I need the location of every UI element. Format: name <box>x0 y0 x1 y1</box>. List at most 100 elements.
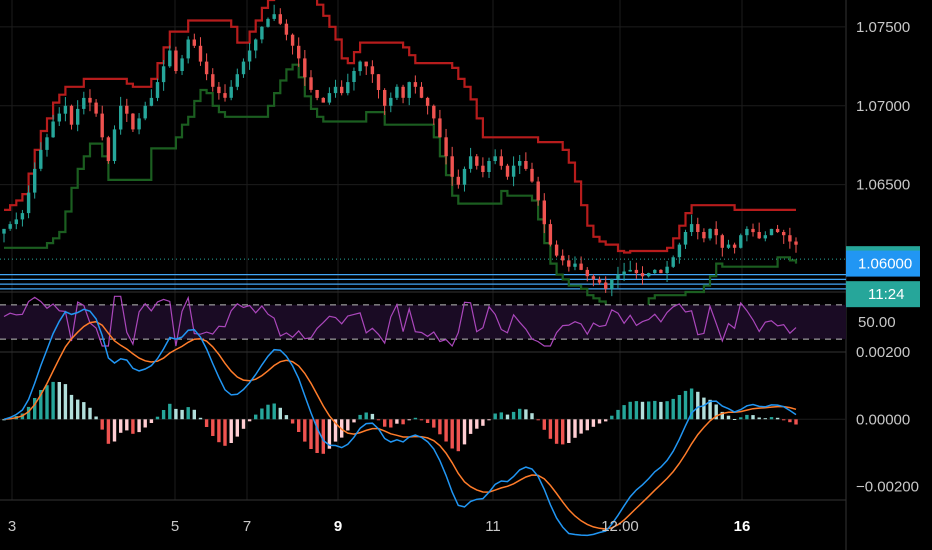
candle-body[interactable] <box>573 263 577 267</box>
candle-body[interactable] <box>720 235 724 248</box>
candle-body[interactable] <box>309 77 313 90</box>
candle-body[interactable] <box>192 39 196 46</box>
candle-body[interactable] <box>671 257 675 267</box>
candle-body[interactable] <box>383 90 387 106</box>
candle-body[interactable] <box>327 93 332 103</box>
candle-body[interactable] <box>726 244 731 248</box>
candle-body[interactable] <box>739 235 743 248</box>
candle-body[interactable] <box>579 263 583 270</box>
candle-body[interactable] <box>689 224 694 232</box>
candle-body[interactable] <box>39 149 43 169</box>
candle-body[interactable] <box>616 274 620 280</box>
candle-body[interactable] <box>51 121 55 138</box>
rsi-panel[interactable] <box>0 295 846 348</box>
candle-body[interactable] <box>677 244 682 258</box>
candle-body[interactable] <box>125 105 129 114</box>
candle-body[interactable] <box>100 113 104 138</box>
candle-body[interactable] <box>432 105 436 119</box>
candle-body[interactable] <box>622 271 626 275</box>
candle-body[interactable] <box>358 61 362 72</box>
candle-body[interactable] <box>370 66 375 75</box>
candle-body[interactable] <box>604 282 608 289</box>
candle-body[interactable] <box>266 18 270 27</box>
candle-body[interactable] <box>659 269 663 274</box>
candle-body[interactable] <box>610 279 614 289</box>
candle-body[interactable] <box>438 118 442 138</box>
candle-body[interactable] <box>425 97 430 106</box>
candle-body[interactable] <box>161 66 166 83</box>
candle-body[interactable] <box>665 266 669 273</box>
bottom-time-axis[interactable]: 3 5 7 9 11 12:00 16 <box>8 518 751 535</box>
candle-body[interactable] <box>628 269 632 272</box>
candle-body[interactable] <box>278 14 282 24</box>
candle-body[interactable] <box>174 50 178 72</box>
candle-body[interactable] <box>333 86 338 94</box>
candle-body[interactable] <box>751 228 755 233</box>
candle-body[interactable] <box>315 90 319 98</box>
candle-body[interactable] <box>63 105 68 114</box>
candle-body[interactable] <box>155 82 160 98</box>
candle-body[interactable] <box>597 279 602 283</box>
candle-body[interactable] <box>554 244 559 256</box>
candle-body[interactable] <box>505 165 510 177</box>
candle-body[interactable] <box>57 113 61 122</box>
candle-body[interactable] <box>272 14 276 19</box>
candle-body[interactable] <box>204 61 209 75</box>
candle-body[interactable] <box>254 39 258 51</box>
candle-body[interactable] <box>247 50 252 62</box>
candle-body[interactable] <box>69 105 74 125</box>
candle-body[interactable] <box>499 156 503 166</box>
candle-body[interactable] <box>26 192 31 214</box>
candle-body[interactable] <box>518 161 522 166</box>
candle-body[interactable] <box>20 213 25 220</box>
candle-body[interactable] <box>481 165 485 172</box>
candle-body[interactable] <box>303 58 307 78</box>
candle-body[interactable] <box>186 39 190 59</box>
candle-body[interactable] <box>149 97 154 106</box>
candle-body[interactable] <box>702 232 706 239</box>
candle-body[interactable] <box>732 244 737 248</box>
candle-body[interactable] <box>94 102 98 114</box>
candle-body[interactable] <box>757 232 761 239</box>
candle-body[interactable] <box>745 228 749 236</box>
candle-body[interactable] <box>444 137 448 157</box>
candle-body[interactable] <box>297 45 301 59</box>
candle-body[interactable] <box>180 58 184 71</box>
candle-body[interactable] <box>106 137 111 161</box>
candle-body[interactable] <box>775 228 780 233</box>
candle-body[interactable] <box>290 34 295 46</box>
candle-body[interactable] <box>530 168 534 182</box>
candle-body[interactable] <box>401 86 405 98</box>
candle-body[interactable] <box>782 232 786 236</box>
candle-body[interactable] <box>567 260 571 267</box>
price-panel[interactable] <box>0 0 846 309</box>
candle-body[interactable] <box>2 228 6 234</box>
macd-panel[interactable] <box>2 308 798 537</box>
candle-body[interactable] <box>321 97 325 103</box>
candle-body[interactable] <box>76 108 80 125</box>
candle-body[interactable] <box>714 228 718 236</box>
candle-body[interactable] <box>487 161 491 172</box>
candle-body[interactable] <box>788 235 792 242</box>
candle-body[interactable] <box>364 61 368 67</box>
candle-body[interactable] <box>419 86 424 98</box>
candle-body[interactable] <box>168 50 172 67</box>
candle-body[interactable] <box>241 61 246 75</box>
candle-body[interactable] <box>647 273 651 277</box>
candle-body[interactable] <box>8 224 12 229</box>
candle-body[interactable] <box>143 105 147 119</box>
candle-body[interactable] <box>235 74 239 87</box>
candle-body[interactable] <box>407 82 411 98</box>
candle-body[interactable] <box>88 97 92 103</box>
candle-body[interactable] <box>131 113 135 130</box>
candle-body[interactable] <box>536 181 540 201</box>
candle-body[interactable] <box>794 241 798 245</box>
candle-body[interactable] <box>456 176 460 185</box>
candle-body[interactable] <box>634 269 639 274</box>
candle-body[interactable] <box>229 86 233 98</box>
candle-body[interactable] <box>45 137 49 150</box>
candle-body[interactable] <box>511 165 516 177</box>
candle-body[interactable] <box>683 232 688 245</box>
candle-body[interactable] <box>137 118 141 130</box>
candle-body[interactable] <box>260 26 264 40</box>
